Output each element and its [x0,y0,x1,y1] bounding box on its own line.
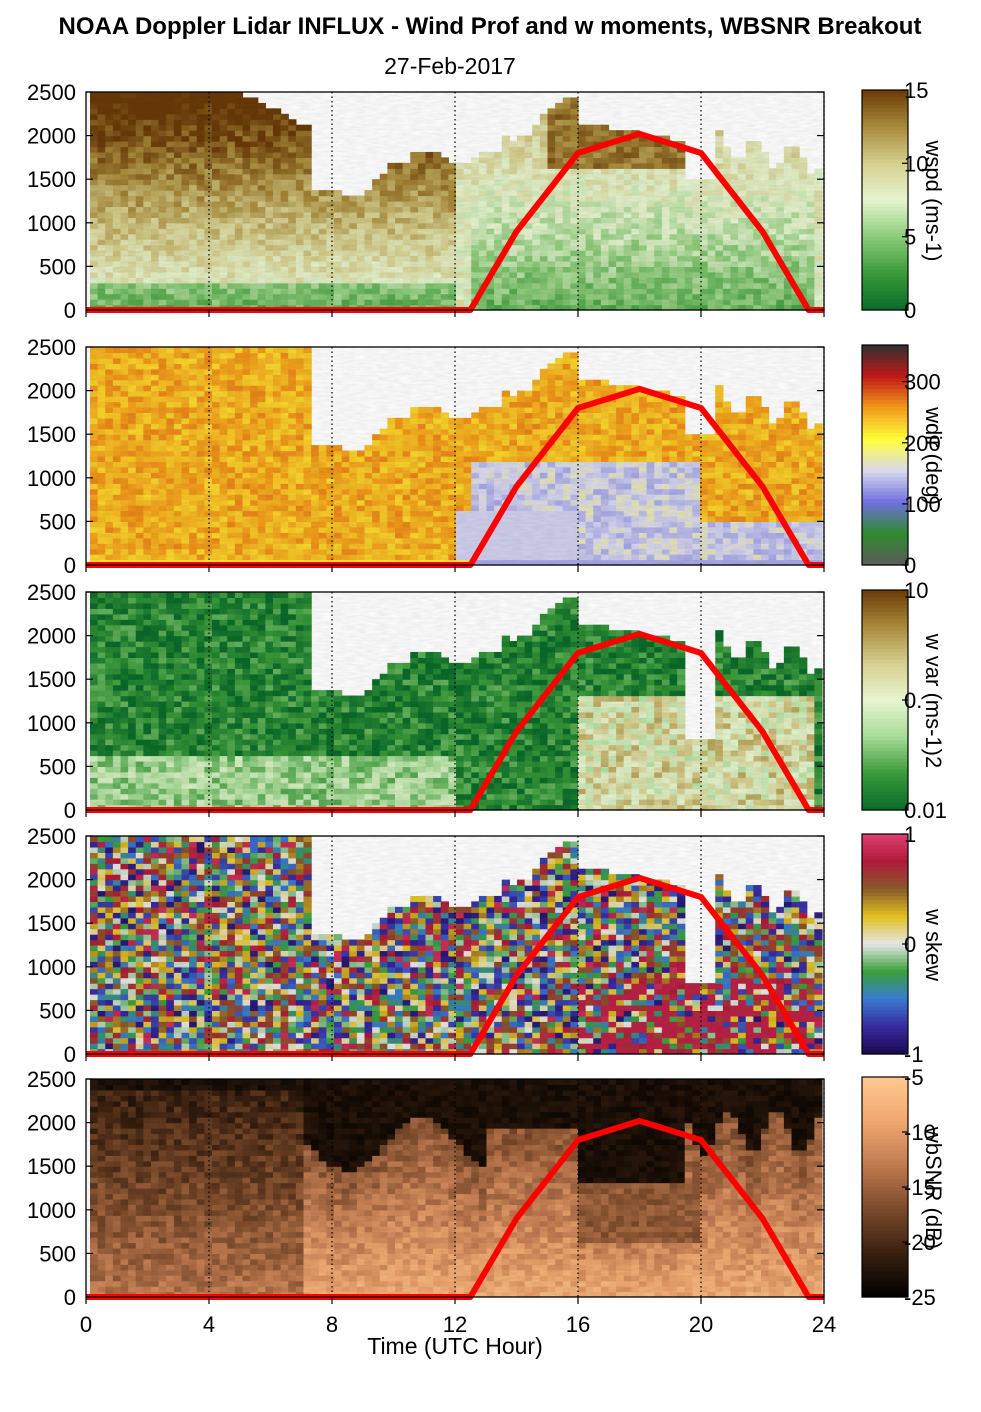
colorbar-band [862,170,908,175]
colorbar-band [862,302,908,307]
colorbar-band [862,291,908,296]
colorbar-band [862,123,908,128]
wspd-colorbar-label: wspd (ms-1) [921,139,946,261]
colorbar-band [862,247,908,252]
colorbar-band [862,244,908,249]
colorbar-band [862,229,908,234]
colorbar-band [862,126,908,131]
colorbar-band [862,200,908,205]
colorbar-band [862,189,908,194]
colorbar-band [862,288,908,293]
ytick-label: 1500 [27,167,76,192]
colorbar-band [862,225,908,230]
colorbar-band [862,273,908,278]
colorbar-band [862,222,908,227]
ytick-label: 0 [64,298,76,323]
colorbar-band [862,159,908,164]
colorbar-tick-label: 15 [904,78,928,103]
colorbar-band [862,108,908,113]
figure-date: 27-Feb-2017 [384,53,516,79]
colorbar-band [862,119,908,124]
colorbar-band [862,214,908,219]
colorbar-band [862,284,908,289]
colorbar-band [862,104,908,109]
colorbar-band [862,130,908,135]
colorbar-band [862,266,908,271]
colorbar-band [862,280,908,285]
colorbar-band [862,93,908,98]
colorbar-band [862,101,908,106]
colorbar-band [862,192,908,197]
colorbar-band [862,255,908,260]
colorbar-band [862,258,908,263]
colorbar-tick-label: 5 [904,225,916,250]
colorbar-band [862,185,908,190]
colorbar-band [862,196,908,201]
colorbar-band [862,167,908,172]
colorbar-band [862,240,908,245]
colorbar-band [862,156,908,161]
colorbar-band [862,211,908,216]
colorbar-band [862,137,908,142]
colorbar-band [862,207,908,212]
colorbar-band [862,115,908,120]
colorbar-band [862,295,908,300]
ytick-label: 1000 [27,211,76,236]
colorbar-band [862,299,908,304]
colorbar-band [862,178,908,183]
colorbar-band [862,269,908,274]
figure-title: NOAA Doppler Lidar INFLUX - Wind Prof an… [59,13,922,40]
colorbar-band [862,236,908,241]
colorbar-band [862,262,908,267]
colorbar-band [862,152,908,157]
colorbar-band [862,134,908,139]
colorbar-band [862,163,908,168]
colorbar-band [862,141,908,146]
colorbar-band [862,203,908,208]
colorbar-band [862,97,908,102]
colorbar-band [862,90,908,95]
colorbar-band [862,148,908,153]
colorbar-band [862,112,908,117]
colorbar-band [862,145,908,150]
colorbar-band [862,251,908,256]
colorbar-tick-label: 0 [904,298,916,323]
colorbar-band [862,233,908,238]
ytick-label: 500 [39,254,76,279]
ytick-label: 2500 [27,80,76,105]
ytick-label: 2000 [27,124,76,149]
colorbar-band [862,218,908,223]
colorbar-band [862,277,908,282]
colorbar-band [862,174,908,179]
colorbar-band [862,181,908,186]
